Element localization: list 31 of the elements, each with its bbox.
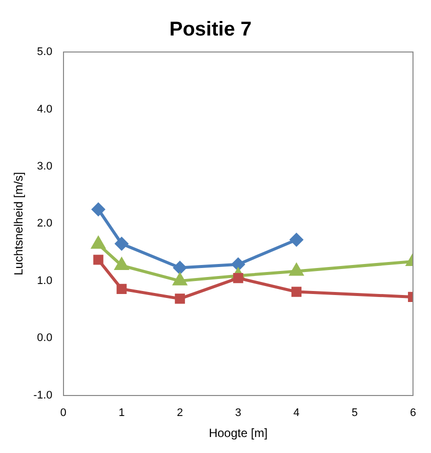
x-tick-label: 4 <box>293 407 300 420</box>
y-tick-label: 5.0 <box>37 46 52 58</box>
point <box>114 258 128 270</box>
y-axis-title: Luchtsnelheid [m/s] <box>12 172 26 276</box>
point <box>290 264 304 276</box>
point <box>93 254 104 265</box>
point <box>291 286 302 297</box>
y-tick-label: 3.0 <box>37 160 52 172</box>
point <box>233 273 244 284</box>
y-tick-label: -1.0 <box>33 389 52 402</box>
y-tick-label: 2.0 <box>37 218 52 230</box>
x-tick-label: 2 <box>176 407 183 420</box>
y-tick-label: 0.0 <box>37 332 52 344</box>
chart-title: Positie 7 <box>169 18 252 41</box>
x-axis-title: Hoogte [m] <box>208 426 268 440</box>
x-tick-label: 3 <box>235 407 242 420</box>
point <box>115 237 128 250</box>
y-tick-label: 1.0 <box>37 274 52 287</box>
point <box>92 202 105 216</box>
point <box>232 258 245 271</box>
point <box>174 294 185 304</box>
y-tick-label: 4.0 <box>37 103 52 116</box>
x-tick-label: 6 <box>410 407 416 420</box>
point <box>173 273 187 286</box>
x-tick-label: 5 <box>352 407 358 420</box>
x-tick-label: 0 <box>60 407 66 420</box>
point <box>290 233 303 246</box>
point <box>173 261 186 274</box>
x-tick-label: 1 <box>118 407 125 420</box>
point <box>116 284 127 294</box>
point <box>92 236 106 249</box>
